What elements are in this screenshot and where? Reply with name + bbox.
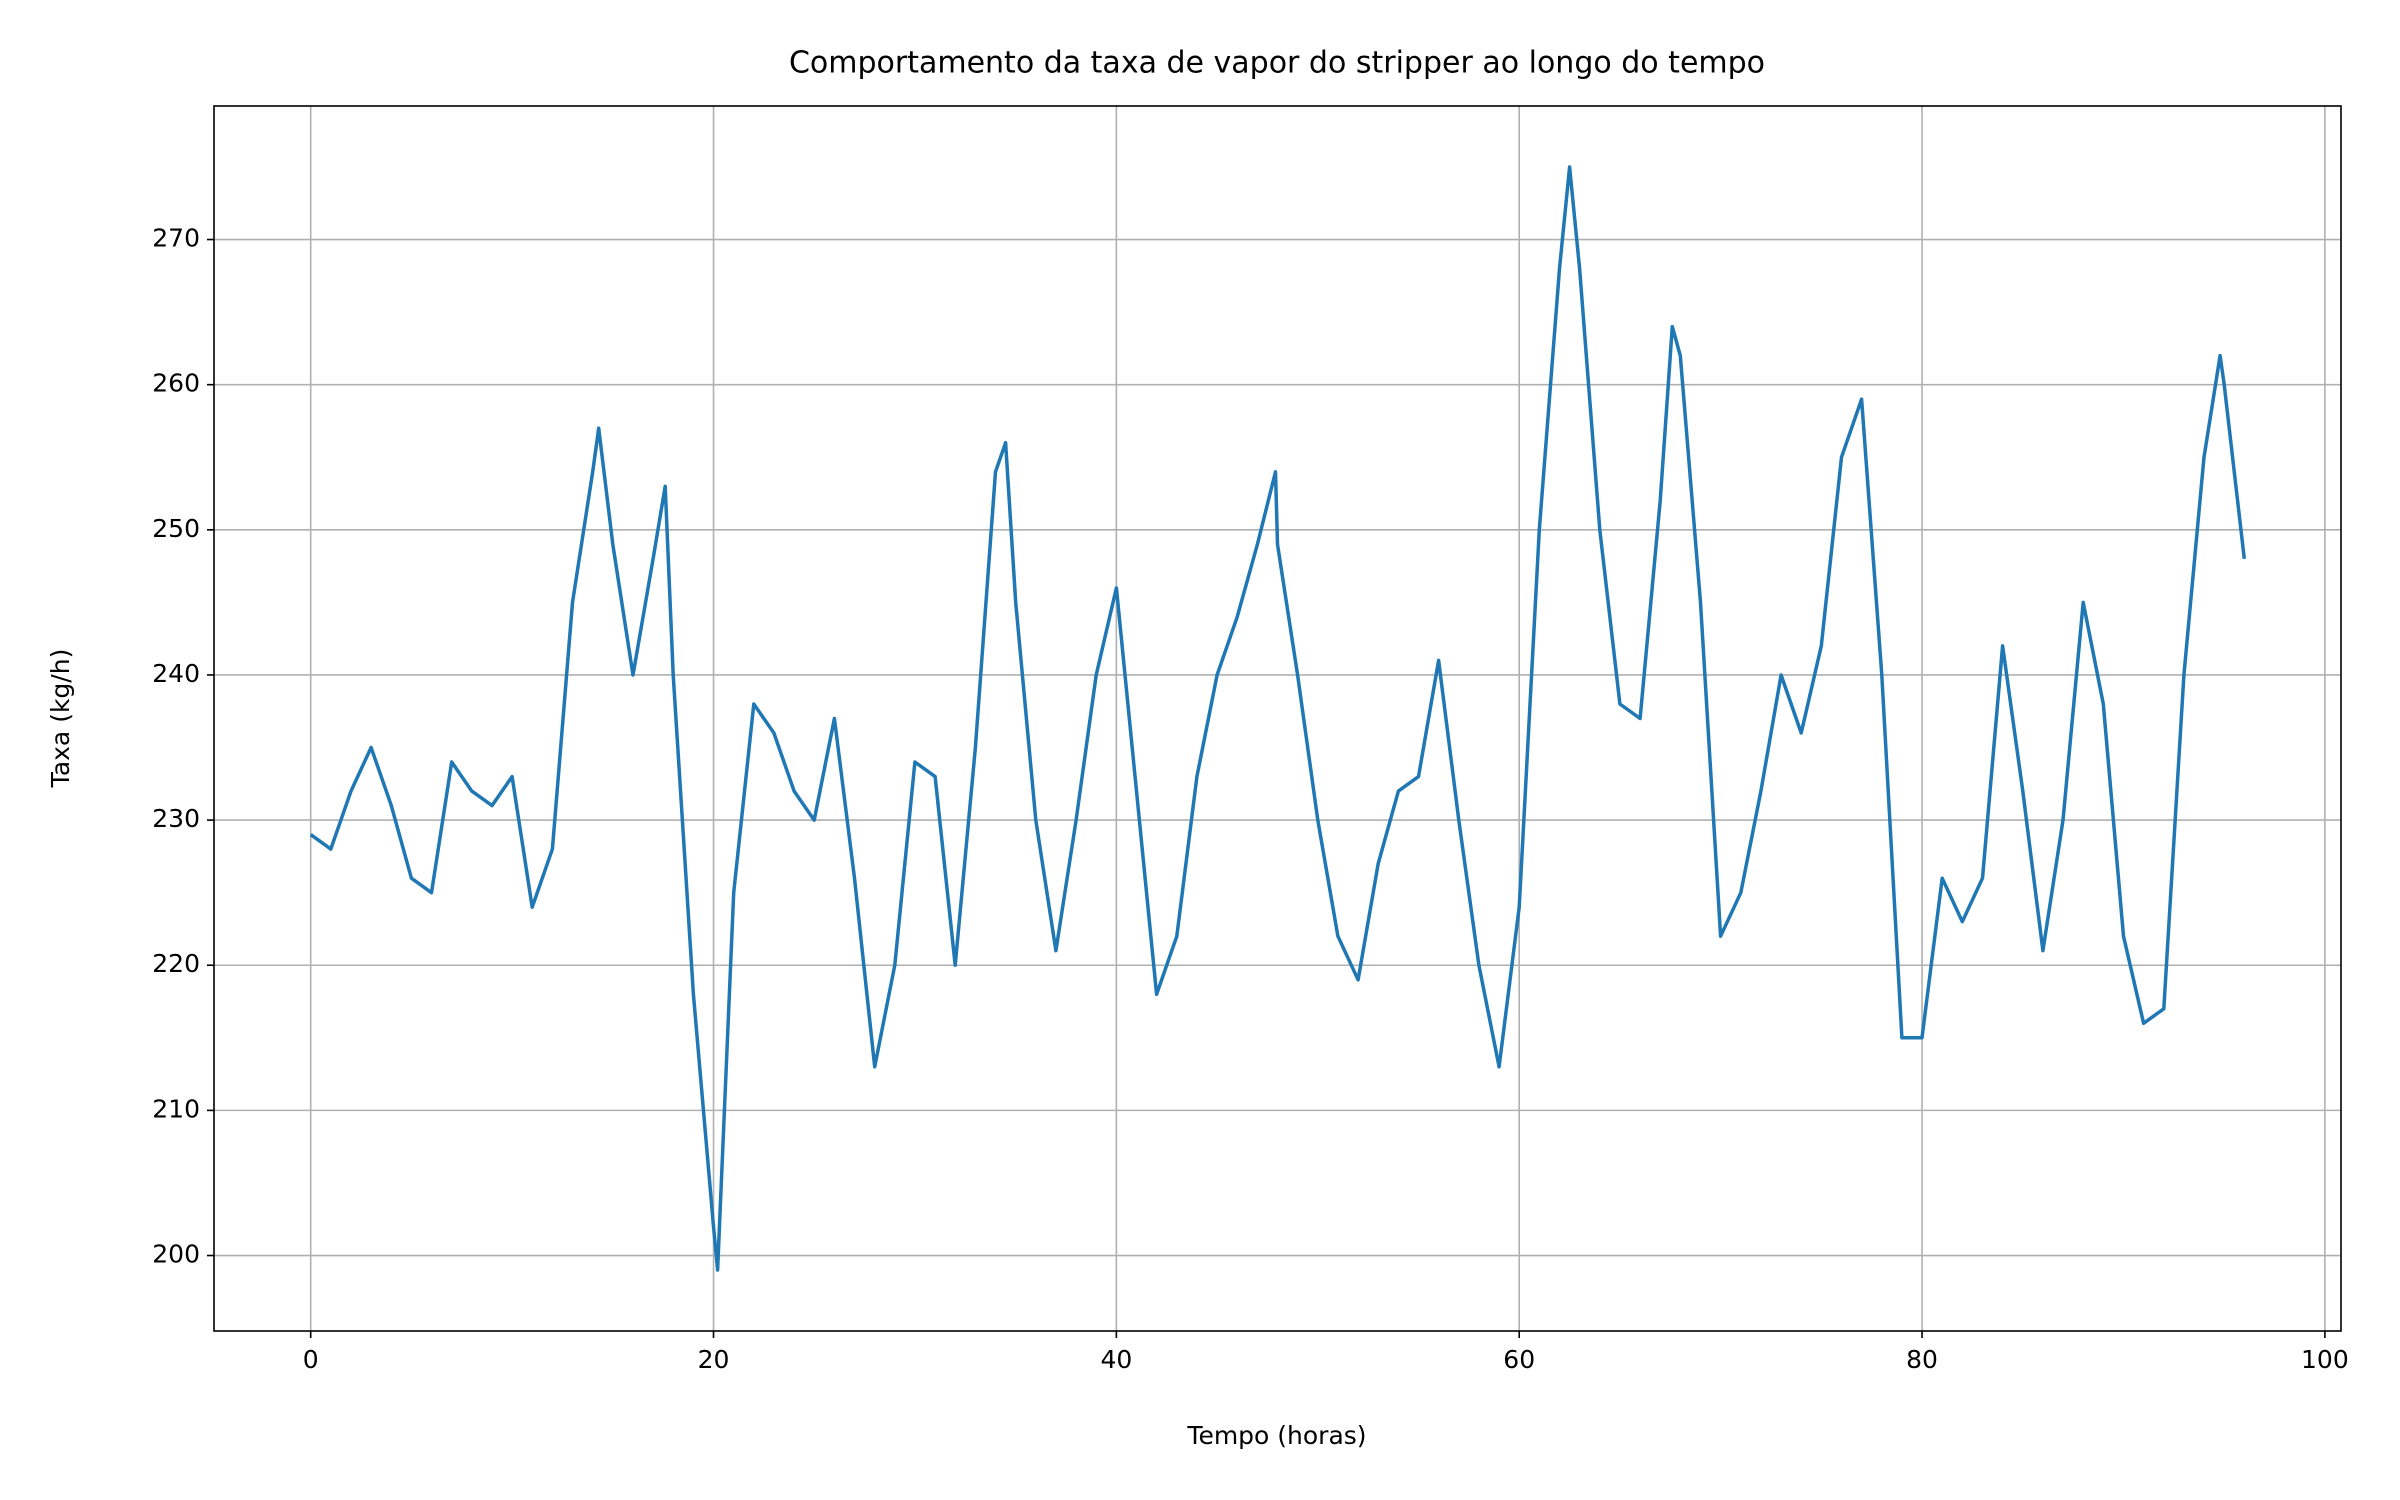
x-tick-label: 80 <box>1906 1345 1938 1374</box>
y-tick-label: 240 <box>152 659 200 688</box>
y-tick-label: 270 <box>152 224 200 253</box>
x-tick-label: 100 <box>2301 1345 2349 1374</box>
y-tick-label: 230 <box>152 804 200 833</box>
y-tick-label: 210 <box>152 1094 200 1123</box>
plot-frame <box>213 105 2342 1332</box>
data-line <box>309 165 2247 1272</box>
chart-title: Comportamento da taxa de vapor do stripp… <box>789 46 1765 81</box>
x-tick-label: 20 <box>698 1345 730 1374</box>
y-tick-label: 220 <box>152 949 200 978</box>
x-tick-label: 40 <box>1100 1345 1132 1374</box>
x-tick-label: 0 <box>303 1345 319 1374</box>
x-tick-label: 60 <box>1503 1345 1535 1374</box>
x-axis-label: Tempo (horas) <box>1186 1421 1366 1450</box>
y-tick-label: 200 <box>152 1240 200 1269</box>
y-tick-label: 260 <box>152 369 200 398</box>
y-axis-label: Taxa (kg/h) <box>46 649 75 789</box>
y-tick-label: 250 <box>152 514 200 543</box>
